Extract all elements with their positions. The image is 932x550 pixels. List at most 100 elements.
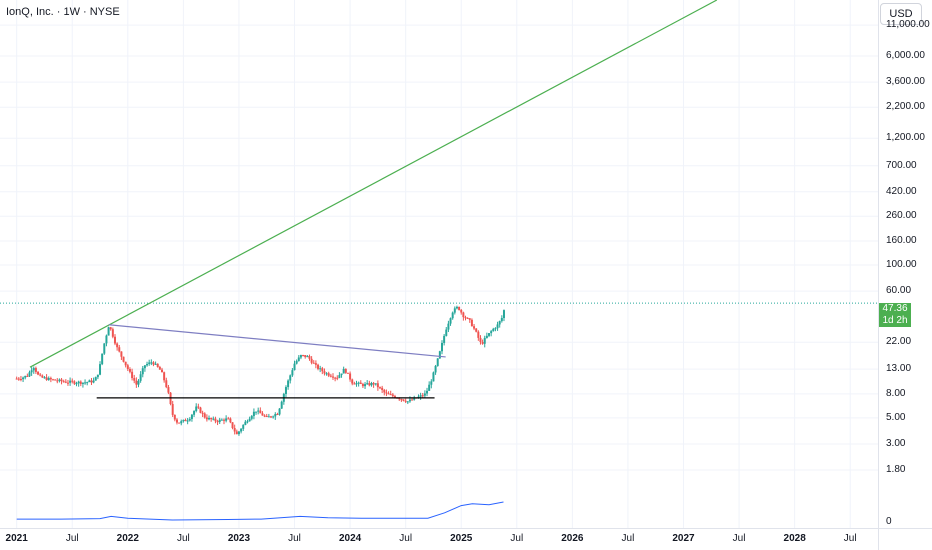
candle	[81, 382, 84, 388]
candle	[197, 403, 200, 410]
candle	[88, 379, 91, 383]
candle	[84, 379, 87, 385]
candle	[24, 375, 27, 380]
candle	[227, 416, 230, 420]
y-tick-label: 160.00	[886, 235, 917, 246]
candle	[438, 350, 441, 359]
candle	[408, 396, 411, 403]
candle	[175, 418, 178, 425]
candle	[287, 379, 290, 390]
currency-button[interactable]: USD	[880, 3, 922, 25]
x-tick-label: 2027	[672, 533, 695, 544]
candle	[41, 374, 44, 378]
candle	[103, 343, 106, 355]
candle	[344, 368, 347, 374]
candle	[374, 383, 377, 386]
candle	[205, 414, 208, 422]
candle	[111, 327, 114, 339]
candle	[47, 376, 50, 381]
candle	[190, 413, 193, 422]
candle	[49, 376, 52, 383]
candle	[45, 374, 48, 381]
candle	[92, 377, 95, 384]
trendline-purple[interactable]	[108, 324, 446, 358]
candle	[137, 379, 140, 388]
candle	[86, 381, 89, 386]
candle	[447, 320, 450, 333]
candle	[156, 363, 159, 368]
candle	[56, 378, 59, 384]
candle	[458, 306, 461, 311]
candle	[77, 380, 80, 387]
candle	[167, 384, 170, 395]
candle	[291, 367, 294, 377]
candle	[235, 429, 238, 435]
candle	[43, 376, 46, 379]
candle	[225, 415, 228, 423]
candle	[299, 354, 302, 360]
candle	[477, 330, 480, 341]
candle	[421, 392, 424, 398]
candle	[150, 359, 153, 366]
y-tick-label: 11,000.00	[886, 19, 930, 31]
candle	[436, 358, 439, 367]
x-tick-label: Jul	[399, 533, 413, 544]
candle	[357, 381, 360, 387]
candle	[404, 398, 407, 404]
candle	[272, 415, 275, 419]
candle	[329, 373, 332, 378]
candle	[133, 374, 136, 384]
candle	[64, 379, 67, 384]
y-tick-label: 22.00	[886, 336, 912, 348]
candle	[212, 416, 215, 421]
candle	[265, 413, 268, 418]
chart-title: IonQ, Inc. · 1W · NYSE	[6, 6, 120, 18]
candle	[141, 365, 144, 378]
y-tick-label: 100.00	[886, 258, 917, 270]
candle	[184, 418, 187, 422]
candle	[494, 327, 497, 332]
candle	[406, 401, 409, 405]
y-tick-label: 3.00	[886, 437, 906, 449]
candle	[498, 320, 501, 328]
candle	[479, 335, 482, 345]
candle	[195, 403, 198, 413]
trendline-green[interactable]	[29, 0, 718, 368]
candle	[475, 327, 478, 333]
candle	[490, 329, 493, 337]
candle	[346, 372, 349, 374]
candle	[148, 359, 151, 366]
candle	[351, 378, 354, 386]
candle	[473, 323, 476, 331]
x-tick-label: Jul	[732, 533, 746, 544]
candle	[297, 355, 300, 362]
x-tick-label: 2021	[5, 533, 28, 544]
candle	[340, 373, 343, 378]
y-tick-label: 700.00	[886, 159, 917, 171]
x-tick-label: 2024	[338, 533, 362, 544]
candle	[222, 418, 225, 425]
candle	[158, 365, 161, 370]
candle	[193, 410, 196, 418]
volume-indicator	[16, 501, 504, 521]
candle	[481, 339, 484, 345]
candle	[107, 326, 110, 336]
candle	[385, 389, 388, 397]
x-tick-label: Jul	[288, 533, 301, 544]
y-tick-label: 2,200.00	[886, 101, 925, 113]
candle	[34, 366, 37, 374]
candle	[124, 361, 127, 368]
y-tick-label: 60.00	[886, 285, 912, 297]
candle	[69, 377, 72, 386]
candle	[229, 417, 232, 424]
candle	[317, 363, 320, 371]
trendlines[interactable]	[29, 0, 718, 399]
x-tick-label: 2026	[561, 533, 584, 544]
x-tick-label: 2025	[450, 533, 473, 544]
last-price-tag: 47.36 1d 2h	[879, 303, 911, 327]
candle	[154, 361, 157, 366]
candle	[289, 374, 292, 384]
candle	[349, 371, 352, 382]
candle	[383, 388, 386, 396]
